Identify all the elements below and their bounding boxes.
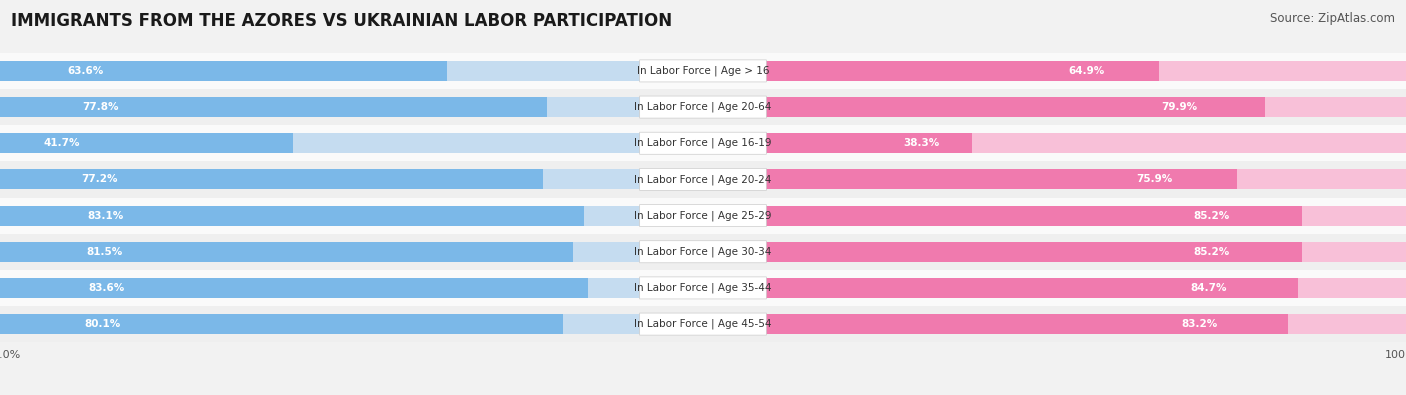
- FancyBboxPatch shape: [640, 241, 766, 263]
- Bar: [0, 242, 574, 262]
- Text: 77.2%: 77.2%: [82, 175, 118, 184]
- Bar: [0, 198, 1406, 234]
- Bar: [703, 169, 1237, 189]
- Bar: [703, 242, 1406, 262]
- Text: 85.2%: 85.2%: [1194, 247, 1230, 257]
- Bar: [703, 97, 1265, 117]
- Bar: [703, 314, 1406, 334]
- Bar: [0, 133, 703, 153]
- Bar: [703, 169, 1406, 189]
- Bar: [0, 206, 703, 226]
- Bar: [0, 61, 447, 81]
- Text: Source: ZipAtlas.com: Source: ZipAtlas.com: [1270, 12, 1395, 25]
- Bar: [0, 306, 1406, 342]
- Text: 83.6%: 83.6%: [89, 283, 124, 293]
- FancyBboxPatch shape: [640, 96, 766, 118]
- Bar: [0, 133, 294, 153]
- Bar: [703, 278, 1406, 298]
- Bar: [703, 133, 1406, 153]
- Bar: [0, 278, 703, 298]
- FancyBboxPatch shape: [640, 168, 766, 190]
- Bar: [0, 125, 1406, 161]
- FancyBboxPatch shape: [640, 60, 766, 82]
- Text: 38.3%: 38.3%: [904, 138, 941, 148]
- Bar: [703, 206, 1406, 226]
- Text: 64.9%: 64.9%: [1069, 66, 1105, 76]
- Bar: [0, 169, 543, 189]
- Text: 41.7%: 41.7%: [44, 138, 80, 148]
- Text: 77.8%: 77.8%: [82, 102, 118, 112]
- Text: In Labor Force | Age 20-64: In Labor Force | Age 20-64: [634, 102, 772, 112]
- Text: 79.9%: 79.9%: [1161, 102, 1198, 112]
- Text: In Labor Force | Age 35-44: In Labor Force | Age 35-44: [634, 283, 772, 293]
- Text: 81.5%: 81.5%: [86, 247, 122, 257]
- Text: In Labor Force | Age > 16: In Labor Force | Age > 16: [637, 66, 769, 76]
- Bar: [0, 206, 585, 226]
- Bar: [0, 161, 1406, 198]
- Bar: [0, 314, 562, 334]
- FancyBboxPatch shape: [640, 277, 766, 299]
- Text: In Labor Force | Age 30-34: In Labor Force | Age 30-34: [634, 246, 772, 257]
- Bar: [703, 206, 1302, 226]
- Bar: [0, 97, 703, 117]
- Bar: [0, 97, 547, 117]
- FancyBboxPatch shape: [640, 313, 766, 335]
- Bar: [703, 314, 1288, 334]
- Text: 75.9%: 75.9%: [1136, 175, 1173, 184]
- Text: 83.1%: 83.1%: [87, 211, 124, 220]
- Text: 84.7%: 84.7%: [1191, 283, 1227, 293]
- Bar: [0, 89, 1406, 125]
- Bar: [703, 242, 1302, 262]
- Text: In Labor Force | Age 20-24: In Labor Force | Age 20-24: [634, 174, 772, 185]
- FancyBboxPatch shape: [640, 205, 766, 227]
- Bar: [703, 278, 1298, 298]
- Bar: [0, 270, 1406, 306]
- Bar: [0, 278, 588, 298]
- Text: In Labor Force | Age 25-29: In Labor Force | Age 25-29: [634, 210, 772, 221]
- Bar: [703, 61, 1406, 81]
- Text: 83.2%: 83.2%: [1181, 319, 1218, 329]
- Text: IMMIGRANTS FROM THE AZORES VS UKRAINIAN LABOR PARTICIPATION: IMMIGRANTS FROM THE AZORES VS UKRAINIAN …: [11, 12, 672, 30]
- Text: 63.6%: 63.6%: [67, 66, 103, 76]
- Bar: [0, 169, 703, 189]
- Bar: [0, 234, 1406, 270]
- Text: 85.2%: 85.2%: [1194, 211, 1230, 220]
- Bar: [0, 53, 1406, 89]
- Text: 80.1%: 80.1%: [84, 319, 121, 329]
- Bar: [703, 97, 1406, 117]
- Bar: [703, 133, 973, 153]
- Bar: [0, 314, 703, 334]
- FancyBboxPatch shape: [640, 132, 766, 154]
- Text: In Labor Force | Age 45-54: In Labor Force | Age 45-54: [634, 319, 772, 329]
- Bar: [703, 61, 1160, 81]
- Bar: [0, 242, 703, 262]
- Text: In Labor Force | Age 16-19: In Labor Force | Age 16-19: [634, 138, 772, 149]
- Bar: [0, 61, 703, 81]
